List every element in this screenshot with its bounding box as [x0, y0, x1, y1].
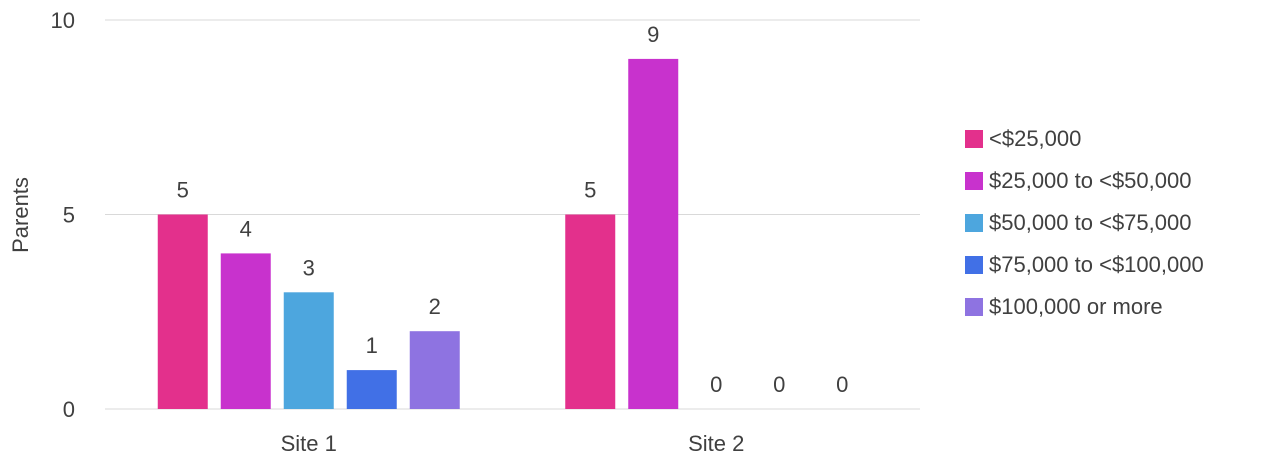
legend: <$25,000 $25,000 to <$50,000 $50,000 to <$…: [965, 118, 1204, 328]
data-label: 0: [710, 372, 722, 397]
x-tick-label: Site 1: [281, 431, 337, 456]
y-tick-label: 0: [63, 397, 75, 422]
bars: [157, 58, 679, 410]
data-label: 4: [240, 216, 252, 241]
legend-swatch: [965, 298, 983, 316]
legend-label: $50,000 to <$75,000: [989, 210, 1192, 235]
legend-label: $75,000 to <$100,000: [989, 252, 1204, 277]
x-axis-ticks: Site 1 Site 2: [281, 431, 745, 456]
bar: [628, 58, 679, 410]
y-axis-title: Parents: [8, 177, 33, 253]
legend-swatch: [965, 172, 983, 190]
bar: [157, 214, 208, 409]
legend-label: <$25,000: [989, 126, 1082, 151]
legend-label: $100,000 or more: [989, 294, 1163, 319]
legend-label: $25,000 to <$50,000: [989, 168, 1192, 193]
data-label: 2: [429, 294, 441, 319]
data-label: 0: [773, 372, 785, 397]
legend-item: $75,000 to <$100,000: [965, 244, 1204, 286]
data-label: 5: [584, 178, 596, 203]
legend-swatch: [965, 130, 983, 148]
bar: [346, 370, 397, 409]
data-label: 5: [177, 178, 189, 203]
data-label: 3: [303, 255, 315, 280]
bar: [409, 331, 460, 409]
y-axis-ticks: 0 5 10: [51, 8, 75, 422]
data-label: 1: [366, 333, 378, 358]
legend-item: <$25,000: [965, 118, 1204, 160]
legend-item: $50,000 to <$75,000: [965, 202, 1204, 244]
bar-chart: 0 5 10 5 4 3 1 2 5 9 0 0 0 Site 1 Site 2 Parents: [8, 8, 920, 456]
data-labels: 5 4 3 1 2 5 9 0 0 0: [177, 22, 849, 397]
y-tick-label: 10: [51, 8, 75, 33]
data-label: 0: [836, 372, 848, 397]
legend-swatch: [965, 214, 983, 232]
legend-swatch: [965, 256, 983, 274]
bar: [565, 214, 616, 409]
y-tick-label: 5: [63, 203, 75, 228]
bar: [283, 292, 334, 409]
bar: [220, 253, 271, 409]
legend-item: $25,000 to <$50,000: [965, 160, 1204, 202]
legend-item: $100,000 or more: [965, 286, 1204, 328]
data-label: 9: [647, 22, 659, 47]
x-tick-label: Site 2: [688, 431, 744, 456]
